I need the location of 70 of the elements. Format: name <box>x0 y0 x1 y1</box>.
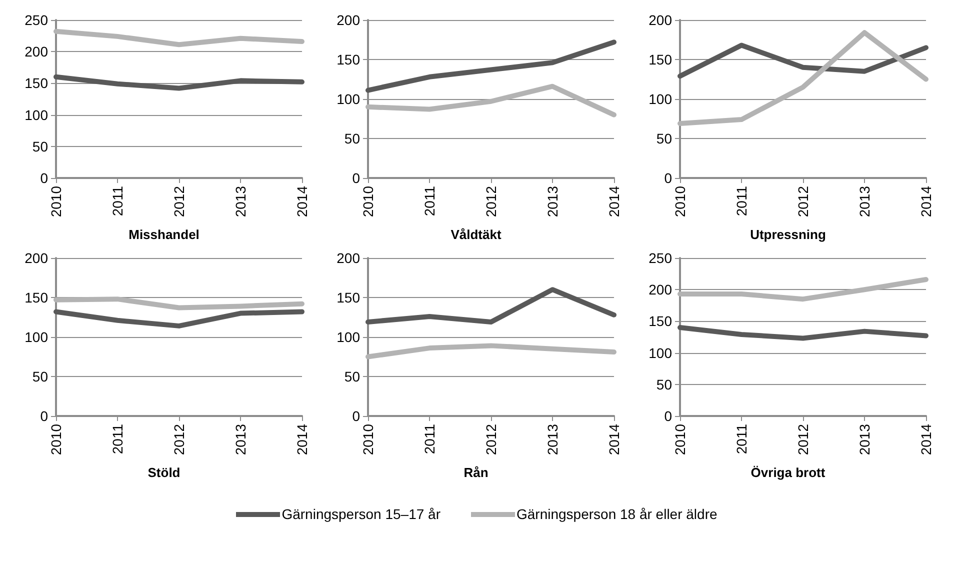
y-tick-label: 200 <box>24 44 48 60</box>
y-tick-label: 150 <box>24 75 48 92</box>
text: Rån <box>464 465 488 480</box>
y-tick-label: 0 <box>352 170 360 186</box>
x-tick-label: 2012 <box>483 186 499 218</box>
x-tick-label: 2014 <box>294 424 310 456</box>
y-tick-label: 50 <box>656 376 672 392</box>
y-tick-label: 100 <box>648 344 672 361</box>
y-tick-label: 50 <box>344 368 360 384</box>
text: Misshandel <box>128 227 200 242</box>
legend-label: Gärningsperson 18 år eller äldre <box>516 506 718 522</box>
x-tick-label: 2013 <box>544 424 560 456</box>
x-tick-label: 2013 <box>544 186 560 218</box>
x-tick-label: 2011 <box>422 186 438 216</box>
x-tick-label: 2013 <box>232 186 248 218</box>
y-tick-label: 150 <box>24 290 48 306</box>
x-tick-label: 2011 <box>422 424 438 454</box>
x-tick-label: 2010 <box>672 424 688 456</box>
text: Stöld <box>148 465 180 480</box>
y-tick-label: 250 <box>648 250 672 266</box>
x-tick-label: 2012 <box>483 424 499 456</box>
y-tick-label: 0 <box>664 170 672 186</box>
x-tick-label: 2011 <box>110 186 126 216</box>
y-tick-label: 0 <box>664 408 672 424</box>
x-tick-label: 2014 <box>918 424 934 456</box>
y-tick-label: 200 <box>648 12 672 28</box>
x-tick-label: 2010 <box>360 186 376 218</box>
x-tick-label: 2013 <box>232 424 248 456</box>
x-tick-label: 2014 <box>294 186 310 218</box>
y-tick-label: 50 <box>344 130 360 146</box>
y-tick-label: 100 <box>336 91 360 107</box>
y-tick-label: 50 <box>32 138 48 154</box>
x-tick-label: 2012 <box>795 424 811 456</box>
x-tick-label: 2010 <box>360 424 376 456</box>
y-tick-label: 100 <box>648 91 672 107</box>
legend-label: Gärningsperson 15–17 år <box>282 506 440 522</box>
y-tick-label: 0 <box>352 408 360 424</box>
y-tick-label: 200 <box>336 250 360 266</box>
x-tick-label: 2014 <box>606 424 622 456</box>
y-tick-label: 100 <box>336 329 360 345</box>
y-tick-label: 50 <box>656 130 672 146</box>
x-tick-label: 2011 <box>734 186 750 216</box>
y-tick-label: 200 <box>24 250 48 266</box>
y-tick-label: 0 <box>40 408 48 424</box>
x-tick-label: 2013 <box>856 186 872 218</box>
x-tick-label: 2014 <box>918 186 934 218</box>
x-tick-label: 2014 <box>606 186 622 218</box>
y-tick-label: 0 <box>40 170 48 186</box>
y-tick-label: 150 <box>336 52 360 68</box>
x-tick-label: 2012 <box>171 424 187 456</box>
y-tick-label: 200 <box>336 12 360 28</box>
y-tick-label: 150 <box>648 52 672 68</box>
y-tick-label: 200 <box>648 282 672 298</box>
x-tick-label: 2010 <box>48 424 64 456</box>
y-tick-label: 150 <box>336 290 360 306</box>
y-tick-label: 100 <box>24 106 48 123</box>
text: Våldtäkt <box>450 227 502 242</box>
x-tick-label: 2011 <box>110 424 126 454</box>
y-tick-label: 100 <box>24 329 48 345</box>
x-tick-label: 2012 <box>171 186 187 218</box>
x-tick-label: 2010 <box>48 186 64 218</box>
x-tick-label: 2010 <box>672 186 688 218</box>
y-tick-label: 250 <box>24 12 48 28</box>
x-tick-label: 2012 <box>795 186 811 218</box>
text: Övriga brott <box>750 465 826 480</box>
y-tick-label: 50 <box>32 368 48 384</box>
x-tick-label: 2013 <box>856 424 872 456</box>
x-tick-label: 2011 <box>734 424 750 454</box>
y-tick-label: 150 <box>648 313 672 330</box>
text: Utpressning <box>750 227 826 242</box>
